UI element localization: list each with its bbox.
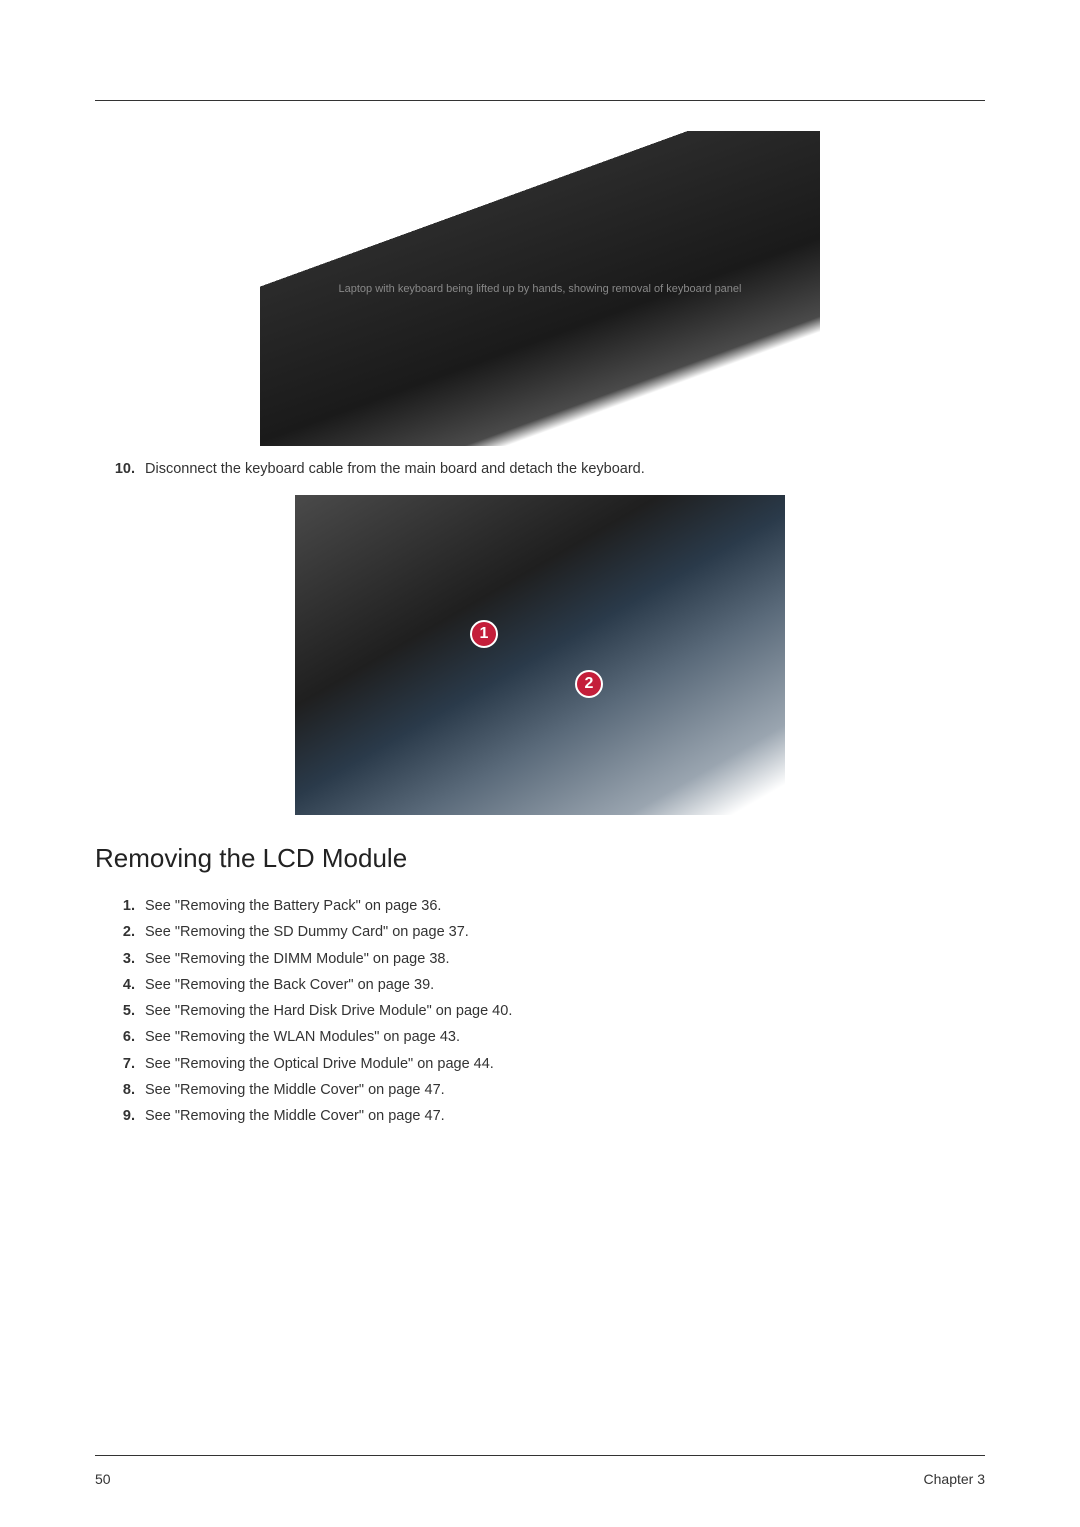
callout-marker-2: 2 <box>575 670 603 698</box>
figure-1-alt: Laptop with keyboard being lifted up by … <box>339 283 742 295</box>
list-item: 6. See "Removing the WLAN Modules" on pa… <box>105 1027 985 1047</box>
step-text: See "Removing the Hard Disk Drive Module… <box>145 1001 985 1021</box>
step-text: See "Removing the DIMM Module" on page 3… <box>145 949 985 969</box>
step-number: 9. <box>105 1106 135 1126</box>
step-text: See "Removing the Optical Drive Module" … <box>145 1054 985 1074</box>
step-text: See "Removing the WLAN Modules" on page … <box>145 1027 985 1047</box>
footer-row: 50 Chapter 3 <box>95 1471 985 1487</box>
step-number: 7. <box>105 1054 135 1074</box>
page-container: Laptop with keyboard being lifted up by … <box>0 0 1080 1527</box>
step-10-row: 10. Disconnect the keyboard cable from t… <box>105 461 985 477</box>
step-text: See "Removing the Battery Pack" on page … <box>145 896 985 916</box>
list-item: 5. See "Removing the Hard Disk Drive Mod… <box>105 1001 985 1021</box>
step-number: 2. <box>105 922 135 942</box>
step-text: See "Removing the Middle Cover" on page … <box>145 1106 985 1126</box>
figure-cable-disconnect: 1 2 <box>295 495 785 815</box>
bottom-horizontal-rule <box>95 1455 985 1456</box>
figure-1-wrapper: Laptop with keyboard being lifted up by … <box>95 131 985 446</box>
step-number: 5. <box>105 1001 135 1021</box>
list-item: 3. See "Removing the DIMM Module" on pag… <box>105 949 985 969</box>
list-item: 8. See "Removing the Middle Cover" on pa… <box>105 1080 985 1100</box>
step-number: 3. <box>105 949 135 969</box>
step-number: 8. <box>105 1080 135 1100</box>
step-10-text: Disconnect the keyboard cable from the m… <box>145 461 985 477</box>
step-number: 4. <box>105 975 135 995</box>
page-number: 50 <box>95 1471 111 1487</box>
step-text: See "Removing the Back Cover" on page 39… <box>145 975 985 995</box>
list-item: 9. See "Removing the Middle Cover" on pa… <box>105 1106 985 1126</box>
content-area: Laptop with keyboard being lifted up by … <box>95 131 985 1455</box>
callout-marker-1: 1 <box>470 620 498 648</box>
step-number: 6. <box>105 1027 135 1047</box>
step-text: See "Removing the Middle Cover" on page … <box>145 1080 985 1100</box>
footer-area: 50 Chapter 3 <box>95 1455 985 1487</box>
step-number: 1. <box>105 896 135 916</box>
figure-2-wrapper: 1 2 <box>95 495 985 815</box>
chapter-label: Chapter 3 <box>924 1471 985 1487</box>
section-heading: Removing the LCD Module <box>95 843 985 874</box>
list-item: 1. See "Removing the Battery Pack" on pa… <box>105 896 985 916</box>
step-10-number: 10. <box>105 461 135 477</box>
top-horizontal-rule <box>95 100 985 101</box>
list-item: 2. See "Removing the SD Dummy Card" on p… <box>105 922 985 942</box>
list-item: 4. See "Removing the Back Cover" on page… <box>105 975 985 995</box>
steps-list: 1. See "Removing the Battery Pack" on pa… <box>95 896 985 1127</box>
list-item: 7. See "Removing the Optical Drive Modul… <box>105 1054 985 1074</box>
step-text: See "Removing the SD Dummy Card" on page… <box>145 922 985 942</box>
figure-keyboard-lift: Laptop with keyboard being lifted up by … <box>260 131 820 446</box>
